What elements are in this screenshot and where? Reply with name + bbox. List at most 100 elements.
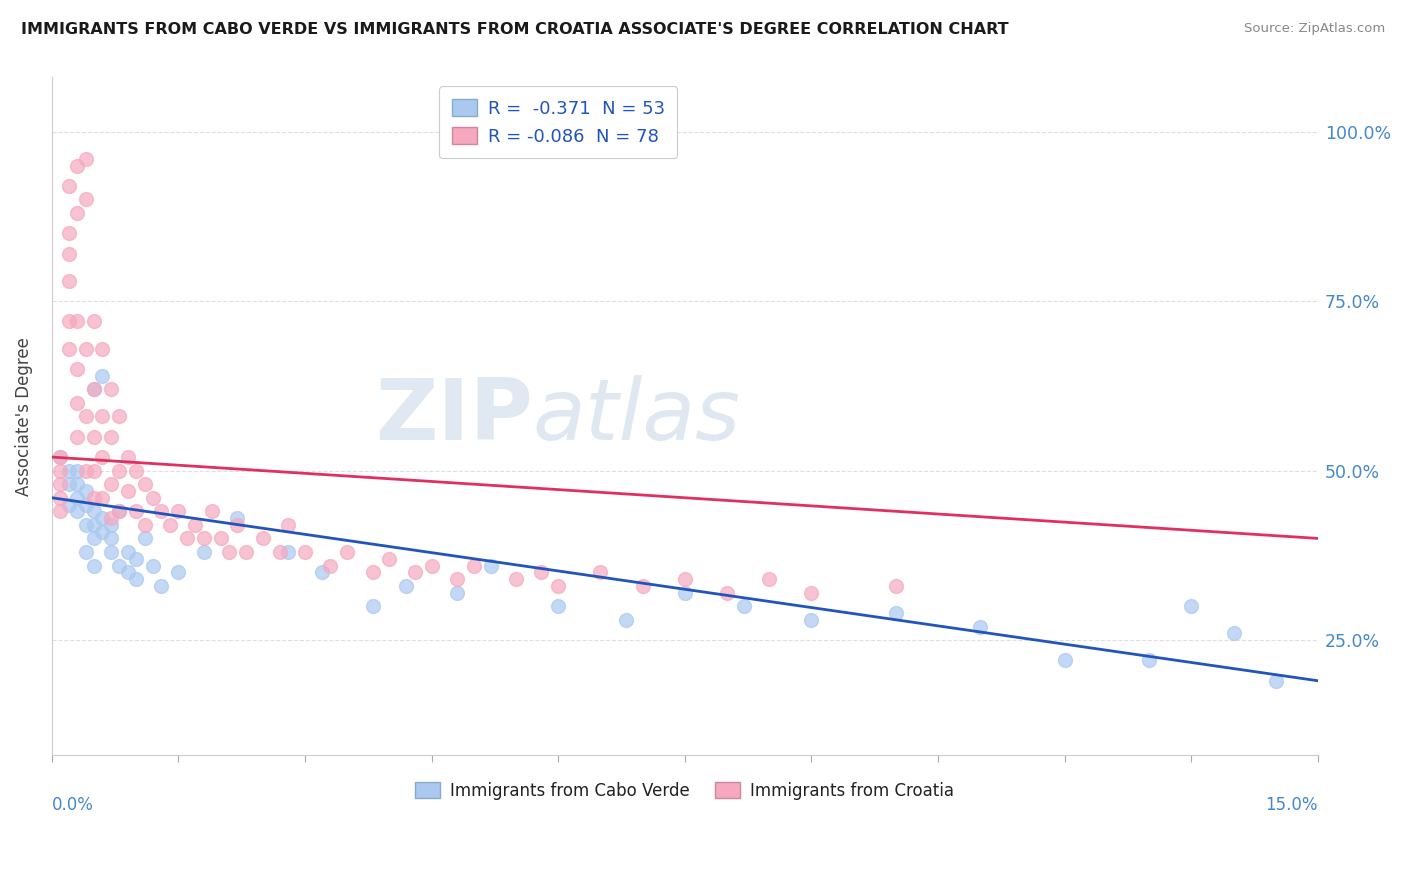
Point: [134, 532, 156, 546]
Point: [1053, 653, 1076, 667]
Point: [100, 517, 122, 532]
Point: [884, 579, 907, 593]
Point: [100, 532, 122, 546]
Point: [404, 566, 426, 580]
Text: IMMIGRANTS FROM CABO VERDE VS IMMIGRANTS FROM CROATIA ASSOCIATE'S DEGREE CORRELA: IMMIGRANTS FROM CABO VERDE VS IMMIGRANTS…: [21, 22, 1008, 37]
Point: [631, 579, 654, 593]
Point: [420, 558, 443, 573]
Point: [269, 545, 291, 559]
Point: [108, 409, 131, 424]
Point: [66, 491, 89, 505]
Point: [91, 450, 114, 464]
Point: [49, 504, 72, 518]
Point: [446, 585, 468, 599]
Point: [83, 430, 105, 444]
Point: [49, 450, 72, 464]
Point: [378, 551, 401, 566]
Point: [75, 193, 97, 207]
Point: [673, 585, 696, 599]
Point: [91, 409, 114, 424]
Point: [58, 477, 80, 491]
Point: [758, 572, 780, 586]
Point: [66, 206, 89, 220]
Point: [446, 572, 468, 586]
Point: [75, 517, 97, 532]
Point: [134, 517, 156, 532]
Point: [184, 517, 207, 532]
Point: [100, 382, 122, 396]
Point: [716, 585, 738, 599]
Point: [167, 504, 190, 518]
Point: [91, 342, 114, 356]
Point: [66, 464, 89, 478]
Point: [49, 450, 72, 464]
Point: [547, 579, 569, 593]
Point: [49, 477, 72, 491]
Point: [58, 178, 80, 193]
Point: [108, 504, 131, 518]
Point: [49, 491, 72, 505]
Point: [66, 504, 89, 518]
Point: [336, 545, 359, 559]
Point: [589, 566, 612, 580]
Point: [235, 545, 257, 559]
Point: [117, 566, 139, 580]
Point: [969, 619, 991, 633]
Point: [117, 545, 139, 559]
Point: [176, 532, 198, 546]
Point: [58, 314, 80, 328]
Point: [58, 342, 80, 356]
Point: [75, 545, 97, 559]
Point: [75, 152, 97, 166]
Point: [108, 504, 131, 518]
Point: [100, 430, 122, 444]
Point: [125, 464, 148, 478]
Point: [125, 504, 148, 518]
Point: [58, 498, 80, 512]
Point: [361, 599, 384, 614]
Point: [100, 545, 122, 559]
Point: [91, 368, 114, 383]
Point: [83, 491, 105, 505]
Point: [800, 613, 823, 627]
Point: [150, 579, 173, 593]
Point: [66, 159, 89, 173]
Point: [395, 579, 418, 593]
Point: [159, 517, 181, 532]
Point: [58, 464, 80, 478]
Point: [58, 274, 80, 288]
Point: [277, 517, 299, 532]
Point: [479, 558, 502, 573]
Point: [361, 566, 384, 580]
Point: [108, 464, 131, 478]
Point: [49, 464, 72, 478]
Point: [117, 483, 139, 498]
Text: atlas: atlas: [533, 375, 741, 458]
Point: [58, 246, 80, 260]
Text: 0.0%: 0.0%: [52, 796, 94, 814]
Point: [125, 572, 148, 586]
Point: [547, 599, 569, 614]
Point: [91, 524, 114, 539]
Point: [83, 558, 105, 573]
Point: [226, 517, 249, 532]
Point: [100, 477, 122, 491]
Point: [530, 566, 553, 580]
Text: Source: ZipAtlas.com: Source: ZipAtlas.com: [1244, 22, 1385, 36]
Point: [884, 606, 907, 620]
Point: [218, 545, 240, 559]
Point: [252, 532, 274, 546]
Point: [66, 314, 89, 328]
Point: [167, 566, 190, 580]
Point: [91, 511, 114, 525]
Point: [294, 545, 316, 559]
Point: [75, 498, 97, 512]
Point: [134, 477, 156, 491]
Point: [142, 558, 165, 573]
Point: [800, 585, 823, 599]
Point: [311, 566, 333, 580]
Point: [83, 464, 105, 478]
Point: [1180, 599, 1202, 614]
Point: [75, 464, 97, 478]
Point: [209, 532, 232, 546]
